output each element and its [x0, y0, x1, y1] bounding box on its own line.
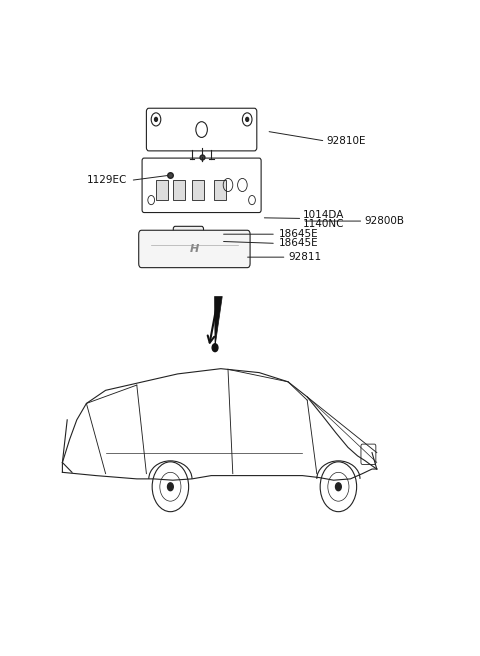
Text: 18645E: 18645E: [278, 229, 318, 239]
Text: 18645E: 18645E: [278, 238, 318, 249]
Bar: [156, 180, 168, 200]
Circle shape: [212, 344, 218, 352]
Circle shape: [336, 483, 341, 491]
Text: 1140NC: 1140NC: [302, 219, 344, 230]
Polygon shape: [215, 297, 222, 346]
FancyBboxPatch shape: [173, 226, 204, 242]
Text: H: H: [190, 244, 199, 254]
Text: 92811: 92811: [288, 252, 321, 262]
FancyBboxPatch shape: [139, 230, 250, 268]
Text: 1014DA: 1014DA: [302, 210, 344, 220]
Bar: [214, 180, 226, 200]
Bar: [192, 180, 204, 200]
Circle shape: [246, 117, 249, 121]
FancyBboxPatch shape: [177, 236, 205, 251]
Text: 92810E: 92810E: [326, 136, 366, 146]
Bar: [173, 180, 185, 200]
Text: 1129EC: 1129EC: [86, 175, 127, 186]
Text: 92800B: 92800B: [365, 216, 405, 226]
Circle shape: [168, 483, 173, 491]
Circle shape: [155, 117, 157, 121]
